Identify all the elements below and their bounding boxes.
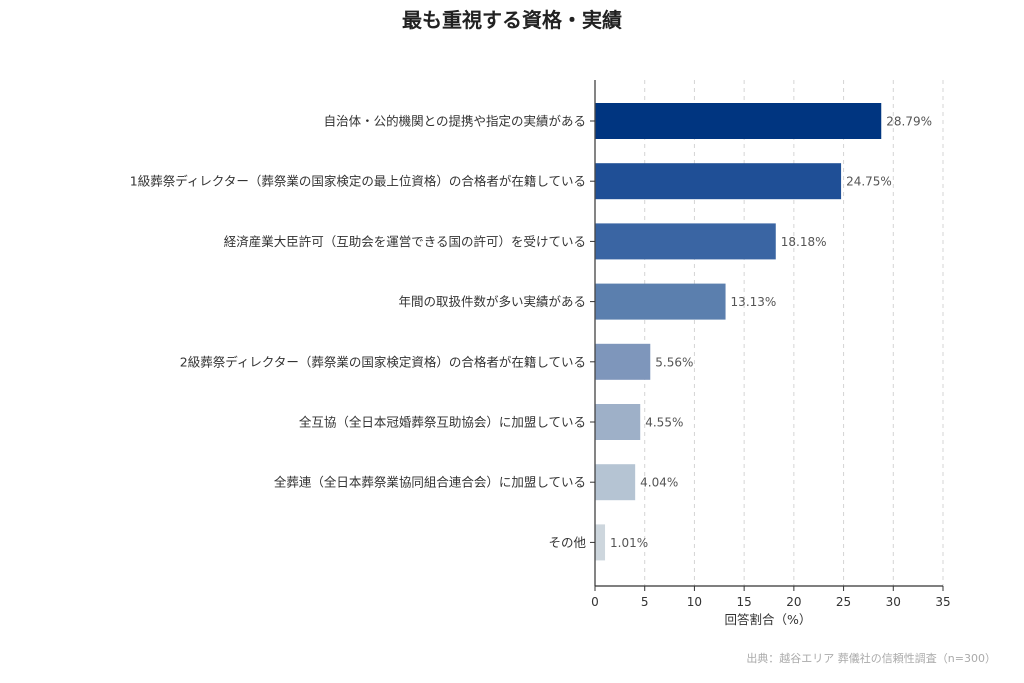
category-label: 1級葬祭ディレクター（葬祭業の国家検定の最上位資格）の合格者が在籍している xyxy=(130,174,586,189)
x-tick-label: 35 xyxy=(935,595,950,609)
value-label: 24.75% xyxy=(846,175,892,189)
value-label: 4.55% xyxy=(645,416,683,430)
bar xyxy=(595,404,641,440)
bar xyxy=(595,343,651,380)
x-tick-label: 25 xyxy=(836,595,851,609)
category-label: 2級葬祭ディレクター（葬祭業の国家検定資格）の合格者が在籍している xyxy=(180,354,586,369)
bar xyxy=(595,464,636,501)
value-label: 13.13% xyxy=(731,295,777,309)
value-labels: 28.79% 24.75% 18.18% 13.13% 5.56% 4.55% 4.04% 1… xyxy=(610,115,932,550)
bar xyxy=(595,103,882,139)
x-tick-label: 5 xyxy=(641,595,649,609)
value-label: 18.18% xyxy=(781,235,827,249)
category-label: 経済産業大臣許可（互助会を運営できる国の許可）を受けている xyxy=(224,234,586,249)
x-tick-label: 10 xyxy=(687,595,702,609)
category-label: 年間の取扱件数が多い実績がある xyxy=(398,294,586,309)
grid-lines xyxy=(644,80,944,586)
value-label: 4.04% xyxy=(640,476,678,490)
category-label: 全互協（全日本冠婚葬祭互助協会）に加盟している xyxy=(299,415,586,430)
x-tick-label: 20 xyxy=(786,595,801,609)
value-label: 1.01% xyxy=(610,536,648,550)
category-label: 自治体・公的機関との提携や指定の実績がある xyxy=(324,114,586,129)
category-label: その他 xyxy=(548,535,586,550)
bar xyxy=(595,223,776,260)
bar xyxy=(595,524,606,561)
source-note: 出典：越谷エリア 葬儀社の信頼性調査（n=300） xyxy=(746,651,996,665)
x-tick-label: 15 xyxy=(737,595,752,609)
category-label: 全葬連（全日本葬祭業協同組合連合会）に加盟している xyxy=(274,475,586,490)
x-tick-label: 0 xyxy=(591,595,599,609)
x-axis-title: 回答割合（%） xyxy=(725,612,812,627)
category-labels: 自治体・公的機関との提携や指定の実績がある 1級葬祭ディレクター（葬祭業の国家検定… xyxy=(130,114,587,550)
value-label: 5.56% xyxy=(655,355,693,369)
bar xyxy=(595,283,726,320)
x-tick-label: 30 xyxy=(886,595,901,609)
bars xyxy=(595,103,882,561)
bar xyxy=(595,163,842,200)
chart-title: 最も重視する資格・実績 xyxy=(402,8,622,32)
value-label: 28.79% xyxy=(886,115,932,129)
axes: 0 5 10 15 20 25 30 35 xyxy=(590,80,951,609)
